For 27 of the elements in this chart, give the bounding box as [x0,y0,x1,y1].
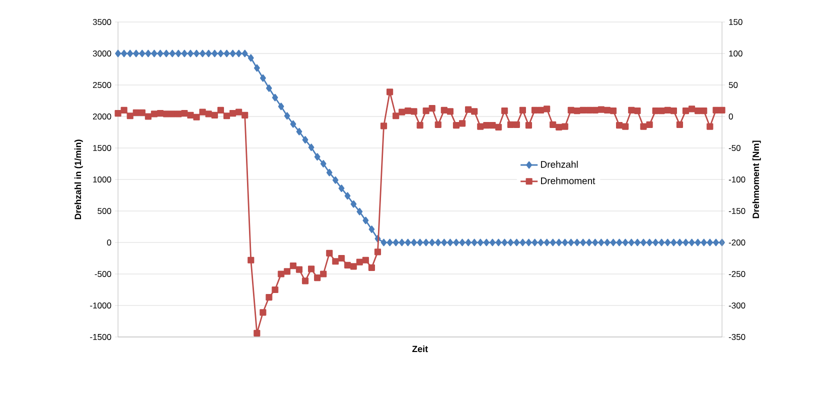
legend-label: Drehmoment [541,177,596,184]
y-tick-label: 3000 [92,50,112,56]
y2-tick-label: 150 [729,18,742,25]
y-tick-label: 2000 [92,113,112,120]
y-axis-title: Drehzahl in (1/min) [74,140,83,220]
y-tick-label: 3500 [92,18,112,25]
y2-tick-label: 50 [728,82,738,88]
y2-tick-label: 100 [729,50,742,56]
y-tick-label: 1500 [93,144,112,151]
y2-tick-label: -300 [728,302,746,308]
y2-tick-label: -150 [728,208,746,214]
legend-label: Drehzahl [541,160,578,168]
y2-tick-label: -100 [728,176,746,182]
x-axis-title: Zeit [412,346,428,352]
y-tick-label: 500 [98,208,112,214]
y2-tick-label: -200 [728,239,746,246]
y2-tick-label: -350 [728,334,746,340]
y-tick-label: 1000 [93,176,112,182]
y2-axis-title: Drehmoment [Nm] [752,140,761,218]
y2-tick-label: 0 [728,113,733,120]
y-tick-label: -1500 [90,334,112,340]
y-tick-label: 2500 [92,82,112,88]
y2-tick-label: -250 [728,270,746,277]
y-tick-label: 0 [107,239,112,246]
y2-tick-label: -50 [728,144,740,151]
y-tick-label: -1000 [90,302,112,308]
y-tick-label: -500 [94,270,112,277]
